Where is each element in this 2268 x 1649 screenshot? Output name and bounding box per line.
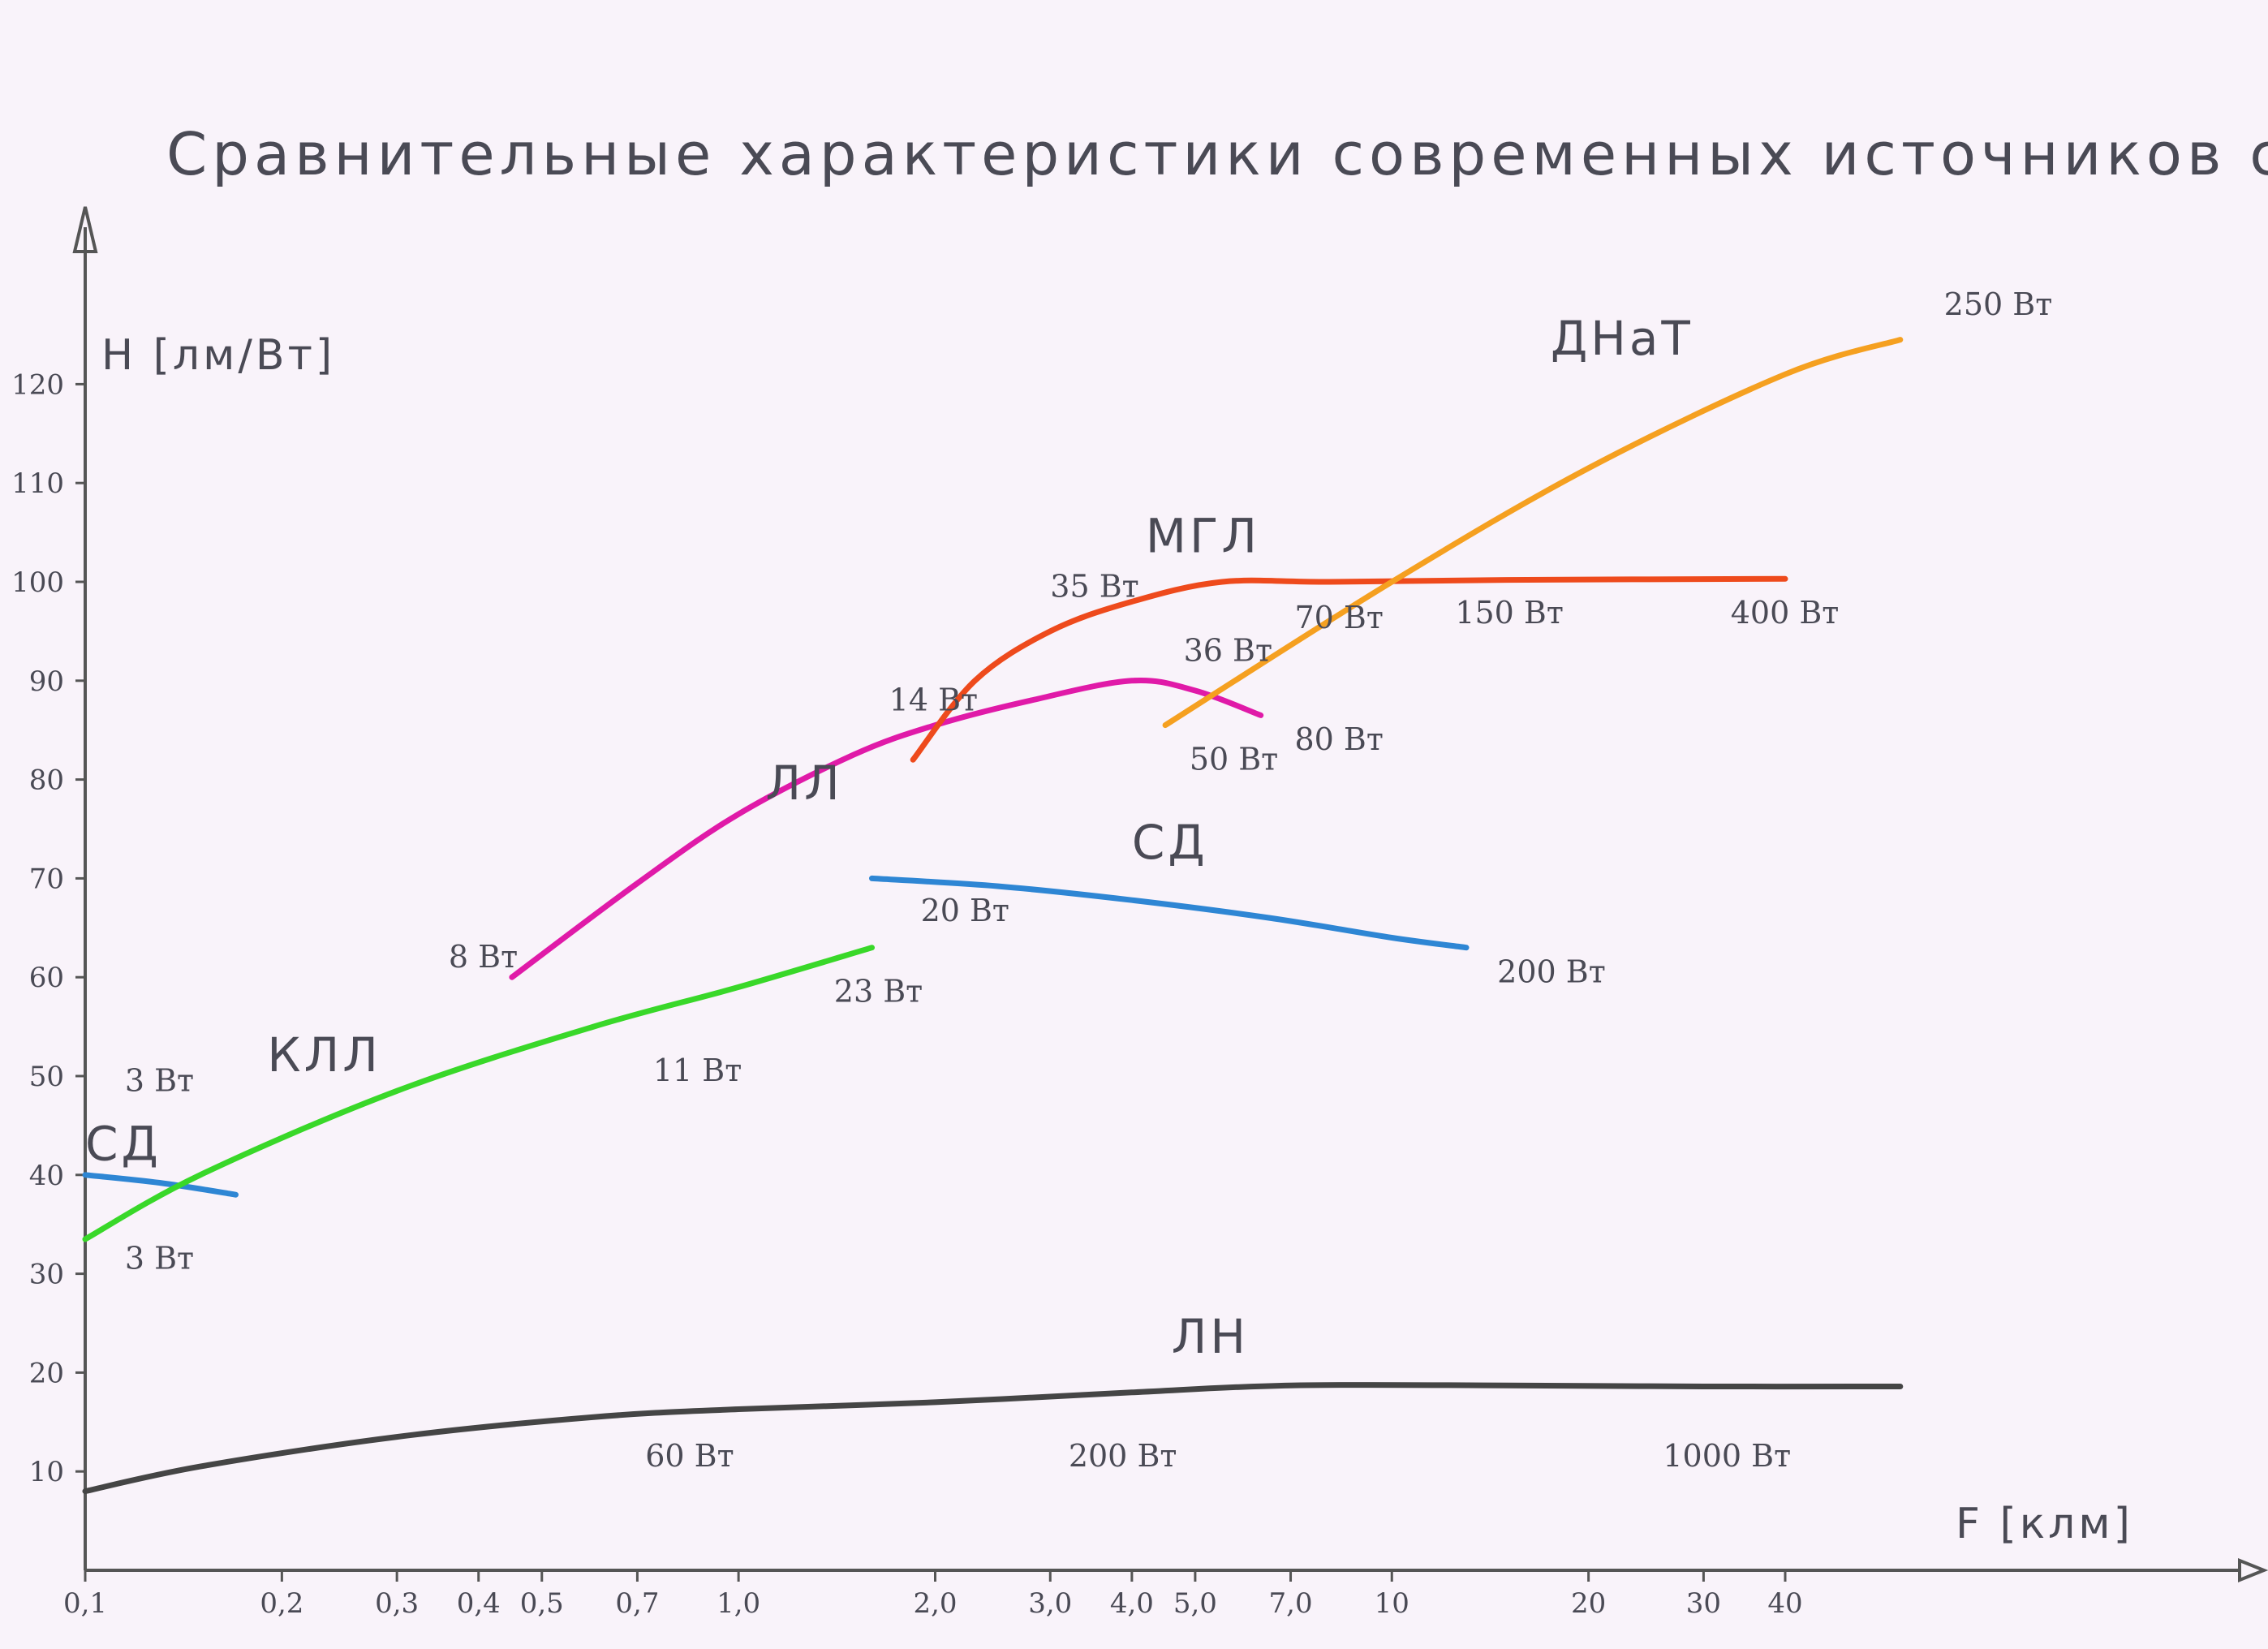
- y-axis-label: H [лм/Вт]: [101, 331, 335, 380]
- series-line-7: [1162, 337, 1904, 729]
- data-point-label: 1000 Вт: [1663, 1438, 1791, 1474]
- data-point-label: 60 Вт: [645, 1438, 734, 1474]
- series-name-label: СД: [1132, 815, 1208, 870]
- series-name-label: КЛЛ: [267, 1027, 381, 1083]
- label-layer: ЛН 60 Вт 200 Вт 1000 Вт СД 3 Вт КЛЛ 3 Вт 11 Вт 23…: [85, 286, 2052, 1474]
- y-tick-label: 40: [29, 1160, 64, 1192]
- series-line-1: [82, 1382, 1904, 1495]
- data-point-label: 150 Вт: [1455, 595, 1564, 631]
- data-point-label: 400 Вт: [1731, 595, 1840, 631]
- chart-title: Сравнительные характеристики современных…: [166, 120, 2268, 188]
- series-line-6: [910, 575, 1788, 763]
- series-name-label: МГЛ: [1146, 508, 1260, 563]
- y-ticks: 10 20 30 40 50 60 70 80 90 100 110 120: [11, 368, 85, 1488]
- data-point-label: 11 Вт: [653, 1053, 742, 1088]
- series-name-label: СД: [85, 1117, 161, 1172]
- x-tick-label: 0,4: [457, 1587, 501, 1620]
- x-tick-label: 5,0: [1173, 1587, 1217, 1620]
- series-line-4: [509, 677, 1264, 980]
- data-point-label: 14 Вт: [889, 682, 978, 717]
- y-tick-label: 20: [29, 1357, 64, 1389]
- x-tick-label: 7,0: [1269, 1587, 1313, 1620]
- series-name-label: ЛЛ: [765, 756, 842, 811]
- series-line-5: [869, 875, 1470, 951]
- x-tick-label: 2,0: [913, 1587, 957, 1620]
- data-point-label: 20 Вт: [921, 893, 1009, 928]
- x-tick-label: 0,7: [615, 1587, 659, 1620]
- data-point-label: 200 Вт: [1069, 1438, 1177, 1474]
- x-axis-arrow: [2238, 1558, 2268, 1582]
- x-tick-label: 0,5: [520, 1587, 564, 1620]
- x-tick-label: 40: [1767, 1587, 1802, 1620]
- data-point-label: 3 Вт: [125, 1062, 194, 1098]
- data-point-label: 36 Вт: [1184, 632, 1272, 668]
- x-tick-label: 20: [1571, 1587, 1606, 1620]
- x-axis-label: F [клм]: [1956, 1500, 2133, 1548]
- series-name-label: ЛН: [1172, 1309, 1249, 1364]
- data-point-label: 35 Вт: [1050, 568, 1138, 604]
- data-point-label: 70 Вт: [1295, 600, 1384, 635]
- x-tick-label: 0,3: [375, 1587, 419, 1620]
- x-tick-label: 1,0: [717, 1587, 760, 1620]
- y-tick-label: 70: [29, 863, 64, 895]
- x-tick-label: 0,2: [260, 1587, 303, 1620]
- x-tick-label: 4,0: [1110, 1587, 1154, 1620]
- series-name-label: ДНаТ: [1551, 311, 1693, 366]
- y-tick-label: 100: [11, 566, 64, 599]
- x-tick-label: 10: [1375, 1587, 1409, 1620]
- data-point-label: 3 Вт: [125, 1241, 194, 1277]
- x-ticks: 0,1 0,2 0,3 0,4 0,5 0,7 1,0 2,0 3,0 4,0 5,0 7,0 10 20…: [63, 1570, 1803, 1620]
- series-line-3: [82, 945, 875, 1242]
- data-point-label: 250 Вт: [1944, 286, 2053, 322]
- y-tick-label: 10: [29, 1456, 64, 1488]
- y-tick-label: 80: [29, 764, 64, 797]
- y-tick-label: 60: [29, 962, 64, 994]
- series-line-2: [82, 1172, 239, 1198]
- x-tick-label: 3,0: [1028, 1587, 1072, 1620]
- x-tick-label: 30: [1686, 1587, 1721, 1620]
- y-tick-label: 120: [11, 368, 64, 401]
- data-point-label: 80 Вт: [1295, 721, 1384, 757]
- data-point-label: 50 Вт: [1190, 741, 1278, 777]
- data-point-label: 23 Вт: [834, 974, 923, 1010]
- data-point-label: 200 Вт: [1497, 954, 1606, 989]
- y-tick-label: 110: [11, 467, 64, 500]
- y-tick-label: 90: [29, 665, 64, 698]
- y-tick-label: 30: [29, 1259, 64, 1291]
- data-point-label: 8 Вт: [449, 939, 518, 975]
- x-tick-label: 0,1: [63, 1587, 107, 1620]
- y-tick-label: 50: [29, 1061, 64, 1093]
- series-layer: [82, 337, 1904, 1495]
- y-axis-arrow: [72, 206, 98, 253]
